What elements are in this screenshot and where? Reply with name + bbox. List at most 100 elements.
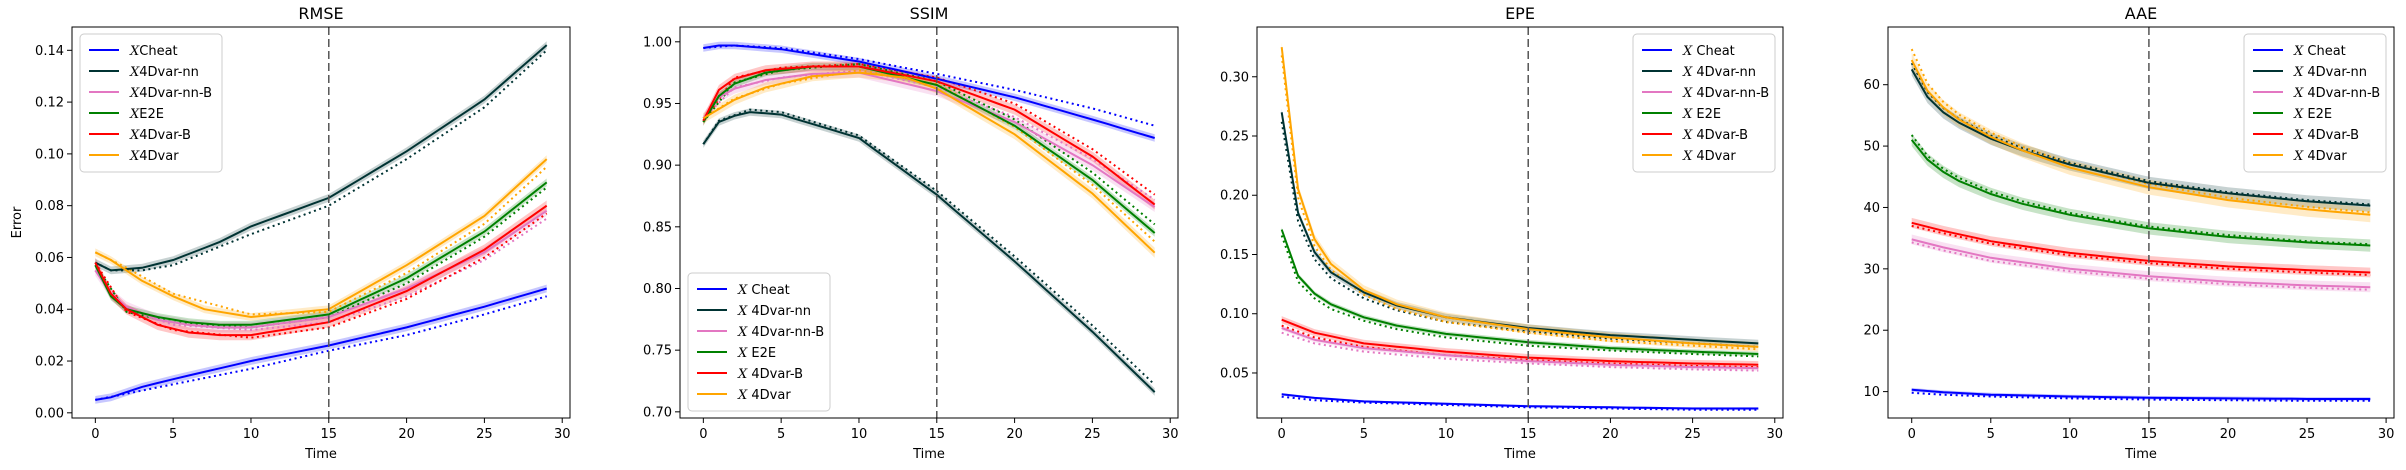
series-line <box>94 44 548 272</box>
x-axis-label: Time <box>304 447 337 462</box>
legend-box <box>1632 33 1776 173</box>
legend-label-text: 4Dvar <box>2303 149 2347 164</box>
x-axis-label: Time <box>912 447 945 462</box>
y-tick-label: 0.85 <box>643 220 672 235</box>
legend-label-text: Cheat <box>139 44 177 59</box>
legend-label-text: 4Dvar-B <box>747 367 803 382</box>
y-tick-label: 30 <box>1863 262 1880 277</box>
legend-label: X 4Dvar <box>737 388 791 403</box>
series-line <box>1280 112 1759 345</box>
legend-label-text: 4Dvar <box>139 149 179 164</box>
series-line <box>95 287 547 401</box>
legend-label-math: X <box>129 44 140 59</box>
chart-title: EPE <box>1505 4 1535 23</box>
series-line <box>1280 229 1759 355</box>
y-tick-label: 60 <box>1863 78 1880 93</box>
x-axis-label: Time <box>2124 447 2157 462</box>
x-tick-label: 30 <box>1162 427 1179 442</box>
x-tick-label: 10 <box>2062 427 2079 442</box>
legend-label-text: 4Dvar-nn <box>139 65 199 80</box>
legend-label-text: 4Dvar-B <box>139 128 191 143</box>
series-line <box>94 204 548 337</box>
legend-label: X 4Dvar-nn-B <box>1682 86 1769 101</box>
legend-label: XCheat <box>129 44 178 59</box>
legend-label: X Cheat <box>2293 44 2346 59</box>
legend-label-math: X <box>737 283 748 298</box>
legend-label: X4Dvar <box>129 149 179 164</box>
y-tick-label: 0.25 <box>1220 130 1249 145</box>
x-tick-label: 20 <box>398 427 415 442</box>
series-dotted-line <box>1910 134 2371 246</box>
legend-label-text: 4Dvar-nn <box>1692 65 1756 80</box>
y-tick-label: 0.15 <box>1220 248 1249 263</box>
legend-label-math: X <box>2293 107 2304 122</box>
chart-title: AAE <box>2125 4 2157 23</box>
series-line <box>1910 59 2371 216</box>
y-tick-label: 0.02 <box>35 355 64 370</box>
legend-label: X E2E <box>737 346 776 361</box>
legend-label: X4Dvar-nn-B <box>129 86 212 101</box>
series-line <box>702 111 1156 393</box>
series-dotted-line <box>95 295 547 401</box>
y-tick-label: 0.20 <box>1220 189 1249 204</box>
series-line <box>702 71 1156 254</box>
series-band <box>703 62 1155 237</box>
legend-label: X 4Dvar-B <box>737 367 803 382</box>
y-tick-label: 40 <box>1863 201 1880 216</box>
legend-label: X 4Dvar-nn <box>1682 65 1756 80</box>
legend-label-text: 4Dvar-B <box>1692 128 1748 143</box>
legend-label-text: Cheat <box>2303 44 2346 59</box>
legend-label: X4Dvar-nn <box>129 65 199 80</box>
x-tick-label: 5 <box>1987 427 1995 442</box>
legend-label-math: X <box>2293 44 2304 59</box>
legend-box <box>2243 33 2387 173</box>
chart-title: RMSE <box>298 4 343 23</box>
plot-frame <box>1887 26 2395 419</box>
plot-frame <box>679 26 1179 419</box>
chart-panel-2: 0 5 10 15 20 25 30 0.70 0.75 0.80 0.85 0.90 0.95 1.00… <box>643 4 1179 462</box>
x-tick-label: 30 <box>554 427 571 442</box>
series-dotted-line <box>702 108 1156 386</box>
y-tick-label: 0.95 <box>643 97 672 112</box>
y-tick-label: 0.00 <box>35 406 64 421</box>
legend-label: X 4Dvar-B <box>1682 128 1748 143</box>
y-axis-label: Error <box>10 206 25 238</box>
legend-label-math: X <box>737 388 748 403</box>
series-band <box>1281 227 1759 357</box>
x-tick-label: 15 <box>1520 427 1537 442</box>
legend-label-math: X <box>1682 107 1693 122</box>
series-line <box>702 71 1156 208</box>
x-tick-label: 5 <box>169 427 177 442</box>
y-tick-label: 0.70 <box>643 405 672 420</box>
x-tick-label: 30 <box>1767 427 1784 442</box>
y-tick-label: 0.10 <box>35 147 64 162</box>
legend-label: X Cheat <box>737 283 790 298</box>
legend-label-text: 4Dvar-nn-B <box>747 325 824 340</box>
legend-label-text: E2E <box>747 346 776 361</box>
legend-label-text: Cheat <box>747 283 790 298</box>
series-line <box>1280 46 1759 348</box>
legend-label-text: 4Dvar-nn-B <box>139 86 212 101</box>
legend-label-text: E2E <box>139 107 164 122</box>
x-tick-label: 30 <box>2378 427 2395 442</box>
legend-box <box>687 272 831 412</box>
x-tick-label: 25 <box>2299 427 2316 442</box>
series-line <box>1910 139 2371 247</box>
series-band <box>703 67 1155 212</box>
legend-label-math: X <box>737 346 748 361</box>
legend-label-math: X <box>129 149 140 164</box>
x-tick-label: 0 <box>699 427 707 442</box>
legend-label-math: X <box>129 86 140 101</box>
legend-label-math: X <box>1682 128 1693 143</box>
legend-label-math: X <box>1682 149 1693 164</box>
x-tick-label: 20 <box>2220 427 2237 442</box>
legend-label-text: Cheat <box>1692 44 1735 59</box>
series-line <box>94 158 548 319</box>
legend-label-math: X <box>2293 149 2304 164</box>
series-line <box>1281 327 1759 370</box>
legend-label: X 4Dvar-nn <box>2293 65 2367 80</box>
legend-label-math: X <box>129 65 140 80</box>
legend-label: X E2E <box>2293 107 2332 122</box>
